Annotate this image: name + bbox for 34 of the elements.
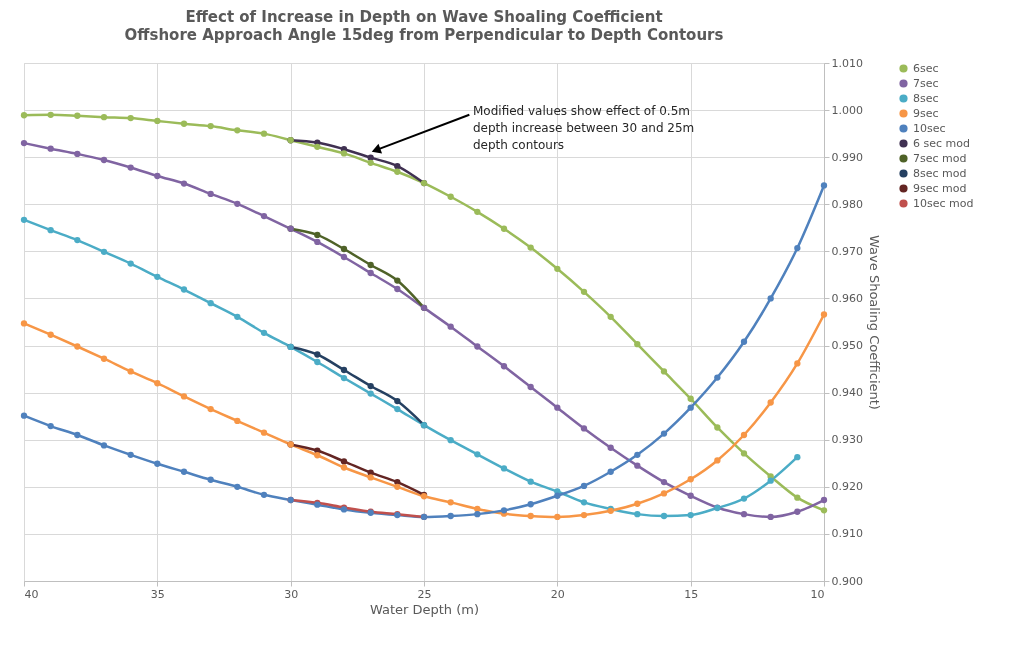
- x-axis-title: Water Depth (m): [369, 601, 480, 617]
- legend-label: 6sec: [913, 61, 939, 75]
- y-tick-label: 0.950: [831, 339, 863, 353]
- x-tick-label: 15: [684, 587, 699, 601]
- x-tick-label: 35: [150, 587, 165, 601]
- y-tick-label: 0.990: [831, 150, 863, 164]
- y-axis-title: Wave Shoaling Coefficient): [866, 235, 882, 410]
- legend-label: 9sec: [913, 106, 939, 120]
- x-tick-label: 10: [810, 587, 825, 601]
- x-tick-label: 30: [284, 587, 299, 601]
- legend-label: 6 sec mod: [913, 136, 970, 150]
- legend-label: 7sec mod: [913, 151, 967, 165]
- legend-label: 10sec: [913, 121, 946, 135]
- y-tick-label: 0.900: [831, 574, 863, 588]
- y-tick-label: 0.980: [831, 197, 863, 211]
- legend-label: 8sec mod: [913, 166, 967, 180]
- y-tick-label: 0.970: [831, 244, 863, 258]
- legend-label: 10sec mod: [913, 196, 974, 210]
- chart-title: Effect of Increase in Depth on Wave Shoaling Coefficient: [185, 8, 663, 26]
- legend-label: 9sec mod: [913, 181, 967, 195]
- annotation: Modified values show effect of 0.5m depth increase between 30 and 25m depth contours: [473, 104, 695, 153]
- y-tick-label: 0.960: [831, 291, 863, 305]
- x-tick-label: 25: [417, 587, 432, 601]
- legend-label: 8sec: [913, 91, 939, 105]
- y-tick-label: 0.920: [831, 480, 863, 494]
- y-tick-label: 0.930: [831, 433, 863, 447]
- y-tick-label: 1.010: [831, 56, 863, 70]
- x-tick-label: 40: [24, 587, 39, 601]
- chart-subtitle: Offshore Approach Angle 15deg from Perpendicular to Depth Contours: [124, 26, 724, 44]
- y-tick-label: 1.000: [831, 103, 863, 117]
- legend-label: 7sec: [913, 76, 939, 90]
- x-tick-label: 20: [550, 587, 565, 601]
- y-tick-label: 0.910: [831, 527, 863, 541]
- y-tick-label: 0.940: [831, 386, 863, 400]
